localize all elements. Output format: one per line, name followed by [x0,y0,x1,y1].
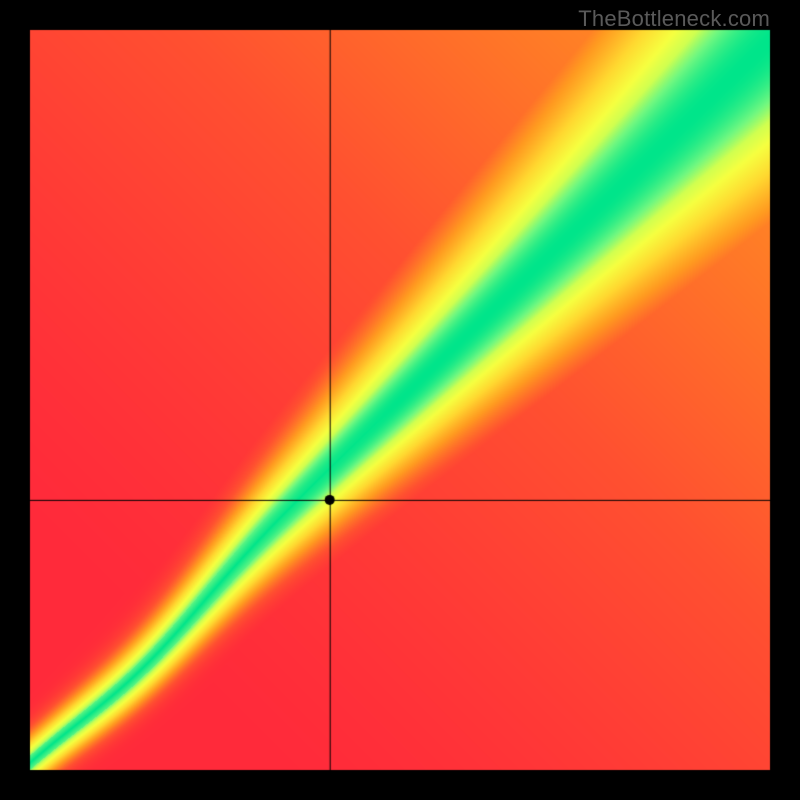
watermark-text: TheBottleneck.com [578,6,770,32]
heatmap-canvas [0,0,800,800]
chart-container: TheBottleneck.com [0,0,800,800]
